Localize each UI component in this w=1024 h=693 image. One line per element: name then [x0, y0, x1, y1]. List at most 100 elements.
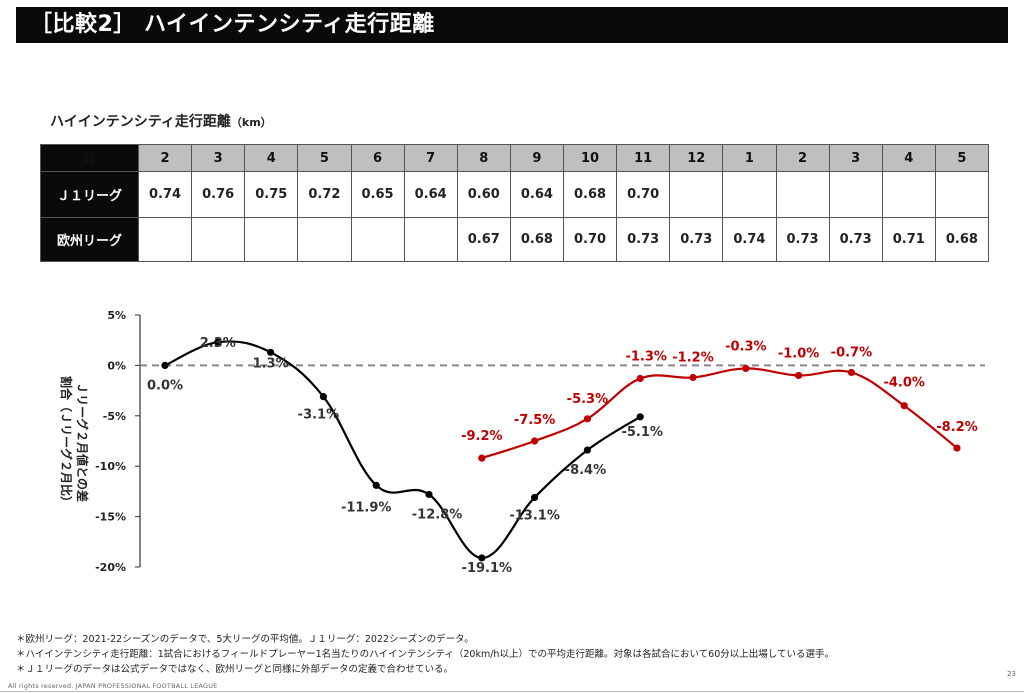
table-header-row: 月 2 3 4 5 6 7 8 9 10 11 12 1 2 3 4 5 [40, 144, 990, 172]
data-point [900, 402, 908, 410]
data-label: 1.3% [253, 356, 289, 371]
table-cell: 0.73 [828, 217, 883, 262]
table-cell: 0.67 [456, 217, 511, 262]
month-header: 4 [244, 144, 299, 172]
data-label: -9.2% [461, 429, 502, 444]
month-header: 12 [669, 144, 724, 172]
table-cell [722, 171, 777, 218]
footnote: ＊欧州リーグ：2021-22シーズンのデータで、5大リーグの平均値。Ｊ１リーグ：… [16, 634, 474, 645]
page-title: ［比較2］ ハイインテンシティ走行距離 [30, 12, 435, 37]
table-cell [934, 171, 990, 218]
y-tick-label: -10% [95, 460, 126, 473]
data-point [795, 371, 803, 380]
data-point [478, 454, 486, 462]
table-cell: 0.72 [297, 171, 352, 218]
data-point [531, 437, 539, 445]
table-cell: 0.73 [669, 217, 724, 262]
data-point [531, 493, 539, 502]
y-axis-label: 割合（Ｊリーグ２月比） [59, 376, 74, 508]
data-point [636, 374, 644, 383]
y-tick-label: 5% [107, 309, 126, 322]
table-cell [828, 171, 883, 218]
table-cell: 0.64 [403, 171, 458, 218]
table-cell [403, 217, 458, 262]
table-cell: 0.70 [562, 217, 618, 262]
series-line-europe [481, 367, 958, 460]
data-point [425, 490, 433, 499]
table-row-europe: 欧州リーグ 0.67 0.68 0.70 0.73 0.73 0.74 0.73… [40, 217, 990, 262]
month-header: 1 [722, 144, 777, 172]
table-cell: 0.73 [775, 217, 830, 262]
data-point [583, 446, 592, 454]
table-cell [137, 217, 193, 262]
month-header: 4 [881, 144, 936, 172]
page-number: 23 [1007, 670, 1016, 678]
table-title-text: ハイインテンシティ走行距離 [50, 114, 231, 130]
y-axis-label-sub: Ｊリーグ２月値との差 [75, 382, 90, 502]
copyright: All rights reserved. JAPAN PROFESSIONAL … [8, 682, 218, 690]
data-label: -11.9% [341, 500, 392, 515]
table-cell: 0.68 [934, 217, 990, 262]
table-unit: （km） [230, 116, 272, 129]
month-header: 6 [350, 144, 405, 172]
corner-cell: 月 [40, 144, 139, 172]
footnote: ＊ハイインテンシティ走行距離：1試合におけるフィールドプレーヤー1名当たりのハイ… [16, 649, 834, 660]
data-label: -0.3% [725, 339, 766, 354]
data-label: -12.8% [412, 507, 463, 522]
data-point [319, 393, 327, 401]
data-label: -0.7% [831, 345, 872, 360]
series-line-j1 [164, 340, 641, 560]
data-label: -7.5% [514, 413, 555, 428]
data-point [583, 415, 592, 423]
table-cell: 0.75 [244, 171, 299, 218]
footer-divider [0, 691, 1024, 692]
data-label: 2.3% [200, 336, 236, 351]
table-cell [297, 217, 352, 262]
month-header: 5 [934, 144, 990, 172]
data-point [742, 364, 750, 373]
month-header: 3 [828, 144, 883, 172]
data-point [214, 338, 222, 346]
data-point [372, 481, 380, 489]
month-header: 2 [775, 144, 830, 172]
table-cell: 0.76 [191, 171, 246, 218]
table-cell: 0.68 [509, 217, 565, 262]
y-tick-label: 0% [107, 359, 126, 372]
data-label: -1.2% [672, 350, 713, 365]
data-label: -3.1% [298, 408, 339, 423]
table-cell [244, 217, 299, 262]
table-cell: 0.71 [881, 217, 936, 262]
data-label: -8.4% [565, 463, 606, 478]
data-label: 0.0% [147, 378, 183, 393]
data-label: -1.0% [778, 346, 819, 361]
data-point [953, 444, 961, 452]
y-tick-label: -5% [103, 410, 126, 423]
month-header: 9 [509, 144, 565, 172]
footnote: ＊Ｊ１リーグのデータは公式データではなく、欧州リーグと同様に外部データの定義で合… [16, 664, 454, 675]
y-tick-label: -20% [95, 561, 126, 574]
data-point [636, 413, 644, 421]
data-label: -4.0% [883, 376, 924, 391]
data-label: -5.3% [567, 392, 608, 407]
month-header: 3 [191, 144, 246, 172]
data-point [267, 348, 275, 356]
row-label-europe: 欧州リーグ [40, 217, 139, 262]
table-cell: 0.73 [616, 217, 671, 262]
month-header: 11 [616, 144, 671, 172]
data-label: -8.2% [936, 420, 977, 435]
data-label: -19.1% [462, 561, 513, 576]
table-cell: 0.65 [350, 171, 405, 218]
data-point [478, 554, 486, 562]
page-title-bar: ［比較2］ ハイインテンシティ走行距離 [16, 7, 1008, 43]
table-row-j1: Ｊ１リーグ 0.74 0.76 0.75 0.72 0.65 0.64 0.60… [40, 171, 990, 218]
data-label: -13.1% [509, 508, 560, 523]
table-cell: 0.74 [722, 217, 777, 262]
table-cell [350, 217, 405, 262]
footnotes: ＊欧州リーグ：2021-22シーズンのデータで、5大リーグの平均値。Ｊ１リーグ：… [16, 632, 834, 677]
table-cell [881, 171, 936, 218]
data-label: -1.3% [625, 350, 666, 365]
distance-table: 月 2 3 4 5 6 7 8 9 10 11 12 1 2 3 4 5 Ｊ１リ… [40, 144, 990, 262]
data-point [689, 373, 697, 382]
table-title: ハイインテンシティ走行距離（km） [50, 111, 272, 131]
